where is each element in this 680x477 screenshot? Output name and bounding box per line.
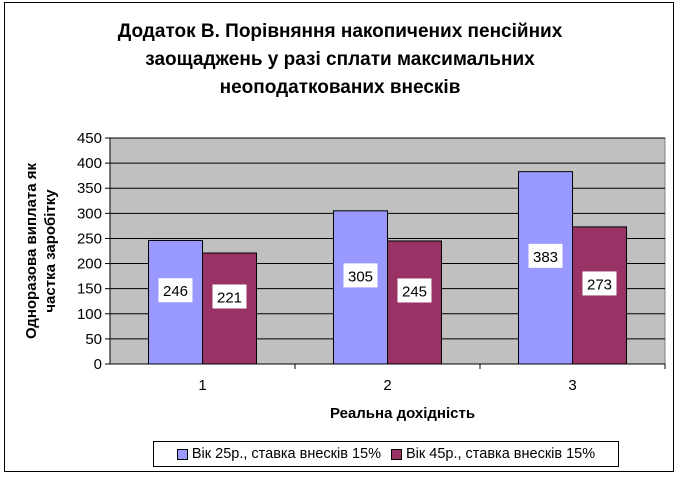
chart-title-line-1: Додаток В. Порівняння накопичених пенсій…	[117, 21, 563, 42]
data-label-box	[397, 278, 432, 303]
y-tick-label: 50	[85, 331, 102, 348]
data-label-box	[582, 271, 617, 296]
y-axis-title-line-2: частка заробітку	[42, 189, 59, 313]
legend-swatch-1	[176, 448, 188, 460]
y-tick-label: 100	[77, 306, 102, 323]
data-label: 221	[217, 290, 242, 307]
y-tick-label: 150	[77, 281, 102, 298]
y-axis-title-line-1: Одноразова виплата як	[23, 163, 40, 339]
legend-label-2: Вік 45р., ставка внесків 15%	[406, 446, 596, 462]
data-label: 245	[402, 283, 427, 300]
data-label: 273	[587, 276, 612, 293]
y-tick-label: 200	[77, 256, 102, 273]
y-tick-label: 300	[77, 205, 102, 222]
y-tick-label: 0	[94, 356, 102, 373]
y-tick-label: 250	[77, 230, 102, 247]
y-tick-label: 350	[77, 180, 102, 197]
data-label-box	[212, 284, 247, 309]
y-tick-label: 400	[77, 155, 102, 172]
data-label: 246	[163, 283, 188, 300]
data-label-box	[343, 263, 378, 288]
legend-label-1: Вік 25р., ставка внесків 15%	[191, 446, 381, 462]
x-axis-title: Реальна дохідність	[330, 405, 475, 422]
data-label-box	[158, 278, 193, 303]
legend-item-1: Вік 25р., ставка внесків 15%	[176, 446, 381, 462]
chart-border	[4, 2, 674, 472]
x-tick-label: 2	[383, 377, 391, 394]
x-tick-label: 3	[568, 377, 576, 394]
bar-1-1	[148, 239, 203, 365]
y-tick-label: 450	[77, 130, 102, 147]
data-label: 305	[348, 268, 373, 285]
legend: Вік 25р., ставка внесків 15% Вік 45р., с…	[153, 441, 619, 467]
x-tick-label: 1	[198, 377, 206, 394]
chart-title-line-2: заощаджень у разі сплати максимальних	[145, 49, 535, 70]
data-label: 383	[533, 249, 558, 266]
legend-item-2: Вік 45р., ставка внесків 15%	[391, 446, 595, 462]
data-label-box	[528, 243, 563, 268]
legend-swatch-2	[391, 448, 402, 460]
chart-title-line-3: неоподаткованих внесків	[219, 77, 461, 98]
